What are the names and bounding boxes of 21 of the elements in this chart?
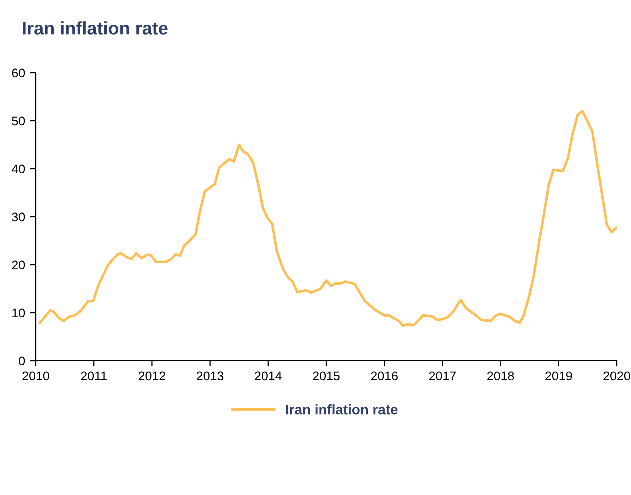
x-tick-label: 2013 [197, 372, 224, 381]
x-tick-label: 2019 [546, 372, 572, 381]
x-tick-label: 2011 [81, 372, 107, 381]
x-tick-label: 2016 [371, 372, 398, 381]
y-tick-label: 30 [12, 212, 26, 222]
x-tick-label: 2015 [313, 372, 340, 381]
y-tick-label: 20 [12, 260, 26, 270]
x-tick-label: 2018 [488, 372, 514, 381]
x-tick-label: 2014 [255, 372, 282, 381]
y-tick-label: 60 [12, 68, 26, 78]
y-tick-label: 50 [12, 116, 26, 126]
y-tick-label: 40 [12, 164, 26, 174]
y-tick-label: 0 [19, 356, 26, 366]
x-tick-label: 2012 [138, 372, 166, 381]
legend-label: Iran inflation rate [286, 404, 398, 415]
x-tick-label: 2020 [604, 372, 630, 381]
line-series [38, 110, 617, 328]
x-tick-label: 2017 [429, 372, 456, 381]
chart-title: Iran inflation rate [23, 22, 168, 35]
x-tick-label: 2010 [22, 372, 50, 381]
y-tick-label: 10 [12, 308, 26, 318]
